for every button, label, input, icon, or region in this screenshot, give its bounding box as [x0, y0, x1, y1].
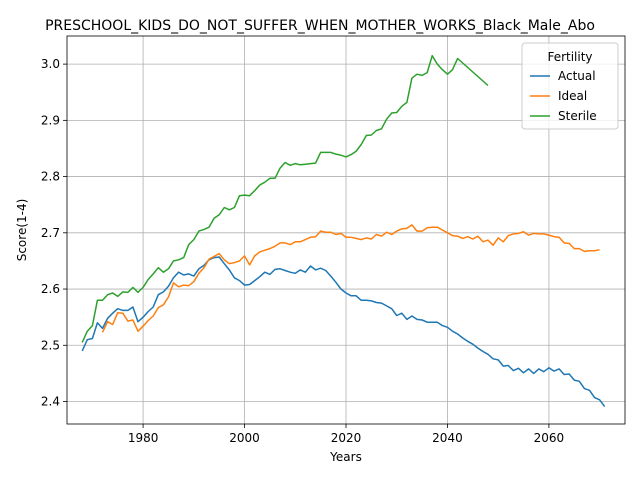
series-line-sterile	[81, 54, 489, 343]
x-tick-label: 2060	[534, 431, 565, 445]
x-tick-label: 1980	[128, 431, 159, 445]
y-tick-label: 2.6	[41, 282, 60, 296]
series-lines	[81, 54, 606, 408]
x-axis-ticks: 1980 2000 2020 2040 2060	[128, 424, 564, 445]
legend-label-ideal: Ideal	[558, 89, 587, 103]
legend-frame	[521, 42, 619, 130]
x-tick-label: 2040	[432, 431, 463, 445]
y-tick-label: 2.4	[41, 395, 60, 409]
x-tick-label: 2000	[229, 431, 260, 445]
y-tick-label: 2.9	[41, 113, 60, 127]
y-tick-label: 3.0	[41, 57, 60, 71]
x-axis-label: Years	[329, 450, 362, 464]
legend: Fertility Actual Ideal Sterile	[521, 42, 619, 130]
gridlines	[67, 36, 625, 424]
legend-title: Fertility	[547, 50, 592, 64]
y-tick-label: 2.5	[41, 338, 60, 352]
y-tick-label: 2.8	[41, 170, 60, 184]
series-line-ideal	[101, 224, 600, 333]
legend-label-sterile: Sterile	[558, 109, 597, 123]
y-tick-label: 2.7	[41, 226, 60, 240]
legend-label-actual: Actual	[558, 69, 596, 83]
x-tick-label: 2020	[331, 431, 362, 445]
chart-title: PRESCHOOL_KIDS_DO_NOT_SUFFER_WHEN_MOTHER…	[45, 18, 595, 34]
series-line-actual	[81, 256, 606, 408]
y-axis-ticks: 2.4 2.5 2.6 2.7 2.8 2.9 3.0	[41, 57, 67, 409]
y-axis-label: Score(1-4)	[15, 199, 29, 262]
